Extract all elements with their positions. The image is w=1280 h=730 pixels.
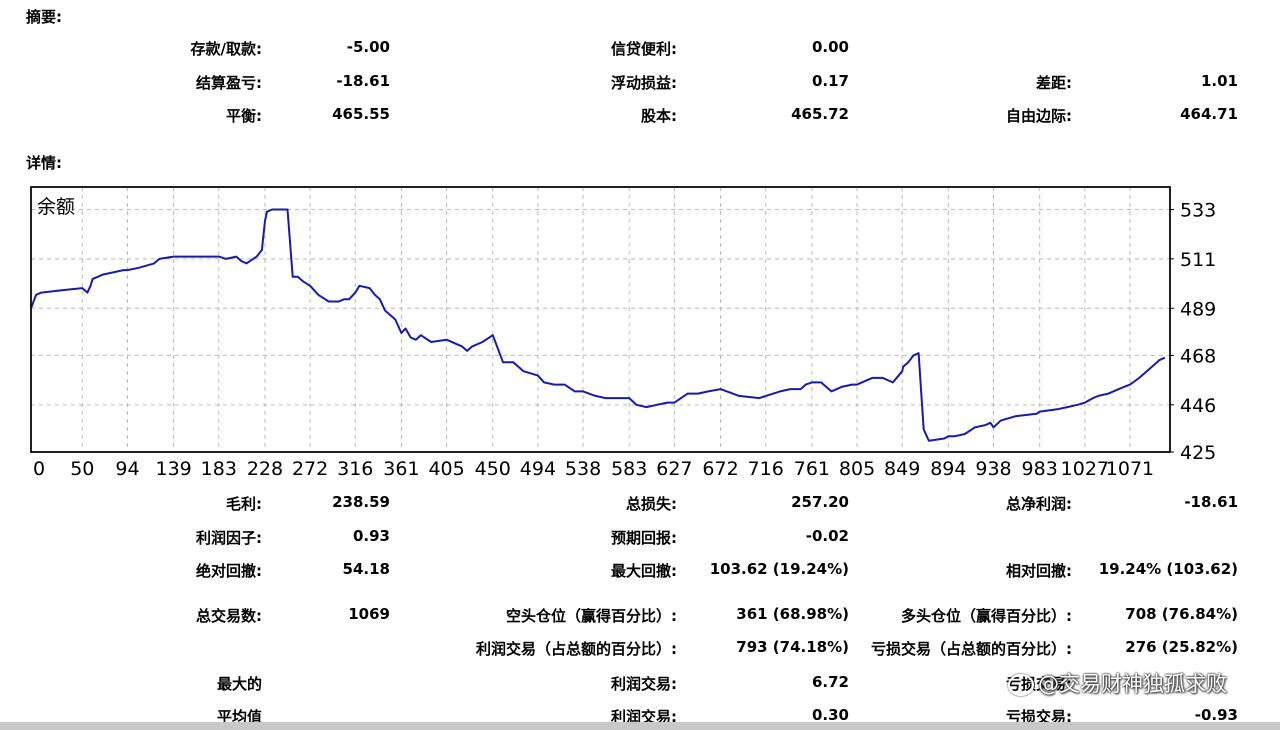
summary-value: -18.61	[336, 72, 390, 90]
wechat-icon	[1008, 674, 1034, 696]
x-tick-label: 583	[611, 458, 647, 480]
details-value: -18.61	[1184, 493, 1238, 511]
x-tick-label: 450	[475, 458, 511, 480]
details-title: 详情:	[26, 154, 62, 172]
details-label: 预期回报:	[611, 529, 677, 547]
details-label: 空头仓位（赢得百分比）:	[506, 607, 677, 625]
details-value: 793 (74.18%)	[736, 638, 849, 656]
x-tick-label: 849	[884, 458, 920, 480]
y-tick-label: 468	[1180, 345, 1216, 367]
details-value: 54.18	[342, 560, 390, 578]
details-value: 19.24% (103.62)	[1098, 560, 1238, 578]
x-tick-label: 272	[292, 458, 328, 480]
details-label: 总交易数:	[196, 607, 262, 625]
x-tick-label: 94	[115, 458, 139, 480]
details-label: 总损失:	[626, 495, 677, 513]
x-tick-label: 983	[1022, 458, 1058, 480]
summary-value: 464.71	[1180, 105, 1238, 123]
x-tick-label: 894	[930, 458, 966, 480]
summary-value: -5.00	[346, 38, 390, 56]
x-tick-label: 805	[839, 458, 875, 480]
summary-title: 摘要:	[26, 8, 62, 26]
y-tick-label: 446	[1180, 395, 1216, 417]
summary-value: 465.55	[332, 105, 390, 123]
y-tick-label: 511	[1180, 249, 1216, 271]
details-value: 1069	[348, 605, 390, 623]
details-label: 利润因子:	[196, 529, 262, 547]
y-tick-label: 533	[1180, 199, 1216, 221]
details-value: 103.62 (19.24%)	[709, 560, 849, 578]
details-label: 平均值	[216, 708, 262, 726]
x-tick-label: 938	[975, 458, 1011, 480]
status-bar	[0, 722, 1280, 730]
x-tick-label: 183	[201, 458, 237, 480]
details-value: 0.93	[352, 527, 390, 545]
details-value: -0.93	[1194, 706, 1238, 724]
x-tick-label: 1027	[1061, 458, 1109, 480]
details-label: 利润交易:	[611, 708, 677, 726]
x-tick-label: 761	[794, 458, 830, 480]
balance-chart-svg: 余额 533 511 489 468 446 425 0 50 94 139 183 228 272 316…	[30, 186, 1216, 480]
x-tick-label: 538	[565, 458, 601, 480]
details-label: 最大的	[216, 675, 262, 693]
summary-value: 0.00	[811, 38, 849, 56]
watermark-text: @交易财神独孤求败	[1038, 672, 1227, 696]
details-label: 亏损交易:	[1006, 708, 1072, 726]
plot-frame	[30, 186, 1171, 453]
summary-label: 浮动损益:	[611, 74, 677, 92]
details-value: 238.59	[332, 493, 390, 511]
details-value: 708 (76.84%)	[1125, 605, 1238, 623]
x-tick-label: 716	[748, 458, 784, 480]
summary-value: 465.72	[791, 105, 849, 123]
details-label: 总净利润:	[1006, 495, 1072, 513]
summary-label: 平衡:	[226, 107, 262, 125]
summary-label: 结算盈亏:	[196, 74, 262, 92]
summary-value: 1.01	[1200, 72, 1238, 90]
details-label: 毛利:	[226, 495, 262, 513]
x-tick-label: 494	[520, 458, 556, 480]
details-label: 利润交易（占总额的百分比）:	[476, 640, 677, 658]
x-tick-label: 361	[383, 458, 419, 480]
x-tick-label: 0	[33, 458, 45, 480]
details-label: 利润交易:	[611, 675, 677, 693]
x-tick-label: 672	[702, 458, 738, 480]
chart-title: 余额	[37, 196, 75, 218]
summary-label: 差距:	[1036, 74, 1072, 92]
details-value: 0.30	[811, 706, 849, 724]
details-label: 多头仓位（赢得百分比）:	[901, 607, 1072, 625]
details-value: 276 (25.82%)	[1125, 638, 1238, 656]
details-label: 亏损交易（占总额的百分比）:	[871, 640, 1072, 658]
summary-label: 自由边际:	[1006, 107, 1072, 125]
x-tick-label: 405	[428, 458, 464, 480]
y-tick-label: 425	[1180, 442, 1216, 464]
details-label: 绝对回撤:	[196, 562, 262, 580]
y-tick-label: 489	[1180, 298, 1216, 320]
details-value: 361 (68.98%)	[736, 605, 849, 623]
summary-value: 0.17	[811, 72, 849, 90]
details-value: -0.02	[805, 527, 849, 545]
x-tick-label: 228	[247, 458, 283, 480]
summary-label: 股本:	[641, 107, 677, 125]
x-tick-label: 316	[337, 458, 373, 480]
details-value: 257.20	[791, 493, 849, 511]
details-label: 最大回撤:	[611, 562, 677, 580]
details-value: 6.72	[811, 673, 849, 691]
x-tick-label: 50	[70, 458, 94, 480]
x-tick-label: 627	[656, 458, 692, 480]
plot-area	[30, 186, 1171, 453]
summary-label: 存款/取款:	[190, 40, 262, 58]
x-tick-label: 139	[155, 458, 191, 480]
x-tick-label: 1071	[1106, 458, 1154, 480]
series-line	[30, 208, 1166, 442]
summary-label: 信贷便利:	[611, 40, 677, 58]
details-label: 相对回撤:	[1006, 562, 1072, 580]
watermark: @交易财神独孤求败	[1008, 668, 1227, 698]
balance-chart: 余额 533 511 489 468 446 425 0 50 94 139 183 228 272 316…	[0, 180, 1280, 485]
